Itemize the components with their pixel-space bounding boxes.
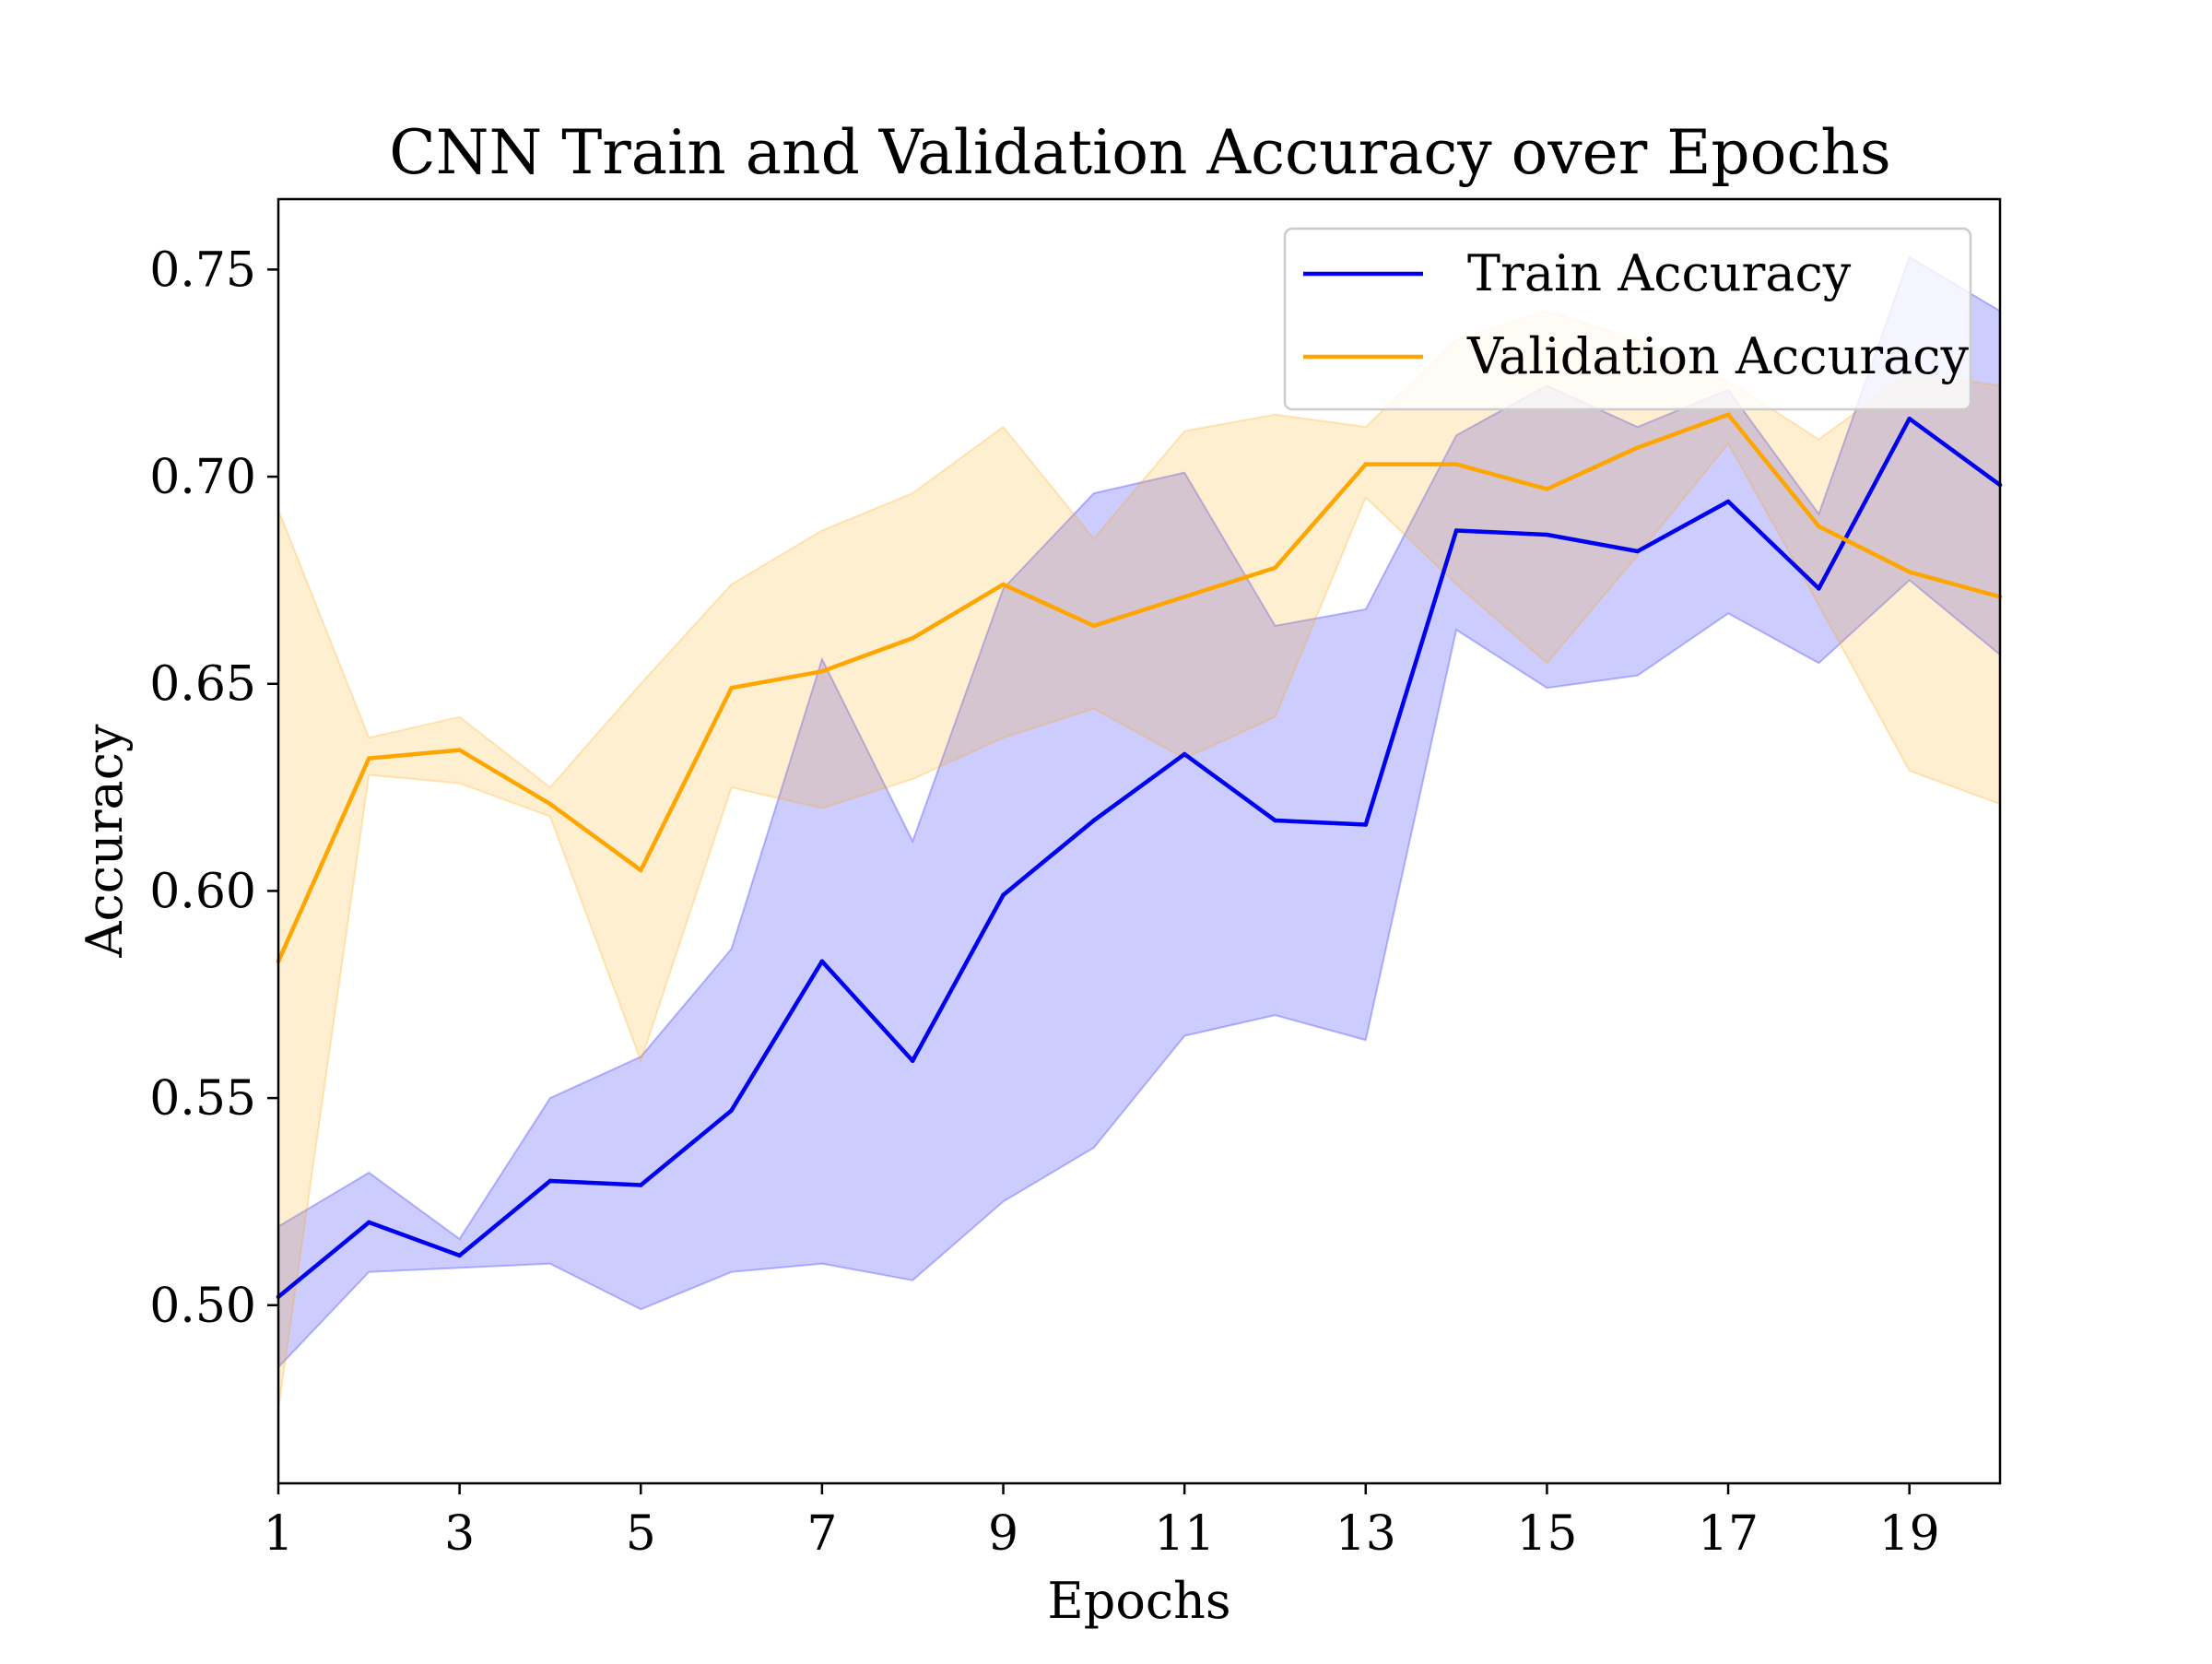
validation-accuracy-point [1091,623,1097,629]
validation-accuracy-point [1907,570,1912,574]
train-accuracy-point [367,1220,371,1225]
validation-accuracy-point [1453,462,1459,466]
x-tick-label: 7 [806,1506,837,1562]
train-accuracy-point [1817,586,1821,591]
validation-accuracy-point [1725,412,1731,418]
x-tick-label: 5 [626,1506,656,1562]
validation-accuracy-point [1635,445,1640,450]
validation-accuracy-point [639,867,643,873]
y-axis-label: Accuracy [76,724,134,959]
x-tick-label: 13 [1335,1506,1396,1562]
x-tick-label: 11 [1154,1506,1215,1562]
train-accuracy-point [819,959,825,964]
y-tick-label: 0.65 [149,657,256,713]
train-accuracy-point [1453,528,1459,533]
validation-accuracy-point [1545,487,1549,491]
train-accuracy-point [1635,549,1640,554]
train-accuracy-point [1273,818,1277,823]
y-tick-label: 0.55 [149,1071,256,1127]
validation-accuracy-point [547,801,553,807]
validation-accuracy-point [1182,595,1187,599]
train-accuracy-point [547,1178,553,1184]
legend: Train Accuracy Validation Accuracy [1283,227,1972,411]
plot-frame [276,197,2002,1485]
legend-box [1283,227,1972,411]
validation-accuracy-point [729,685,734,690]
train-accuracy-point [1182,751,1187,757]
x-tick-label: 17 [1698,1506,1759,1562]
validation-accuracy-point [1363,462,1369,466]
validation-accuracy-point [1817,524,1821,529]
train-accuracy-point [729,1108,734,1113]
train-accuracy-point [1091,818,1097,823]
train-accuracy-point [910,1058,915,1063]
x-tick-label: 19 [1879,1506,1940,1562]
train-accuracy-point [1363,822,1369,827]
validation-accuracy-point [1001,582,1006,587]
y-tick-label: 0.75 [149,242,256,298]
validation-accuracy-line [276,412,2001,962]
validation-accuracy-point [457,748,462,752]
validation-accuracy-point [910,636,915,641]
x-tick-label: 9 [988,1506,1018,1562]
train-accuracy-point [1001,892,1006,898]
train-accuracy-point [1725,499,1731,504]
validation-accuracy-point [367,756,371,761]
legend-label-validation: Validation Accuracy [1466,327,1969,385]
chart-title: CNN Train and Validation Accuracy over E… [389,117,1891,188]
y-tick-label: 0.70 [149,450,256,505]
validation-accuracy-point [819,669,825,674]
train-accuracy-point [1907,416,1912,421]
train-accuracy-point [457,1253,462,1258]
y-axis-ticks: 0.50 0.55 0.60 0.65 0.70 0.75 [149,242,278,1334]
train-accuracy-point [639,1183,643,1187]
x-tick-label: 1 [263,1506,293,1562]
train-accuracy-point [1545,532,1549,537]
train-accuracy-line [276,416,2002,1299]
y-tick-label: 0.50 [149,1279,256,1334]
validation-accuracy-point [1273,565,1277,571]
legend-label-train: Train Accuracy [1467,244,1852,302]
x-axis-ticks: 1 3 5 7 9 11 13 15 17 19 [263,1483,1940,1562]
x-tick-label: 15 [1516,1506,1577,1562]
y-tick-label: 0.60 [149,864,256,919]
x-axis-label: Epochs [1047,1572,1230,1630]
x-tick-label: 3 [444,1506,475,1562]
